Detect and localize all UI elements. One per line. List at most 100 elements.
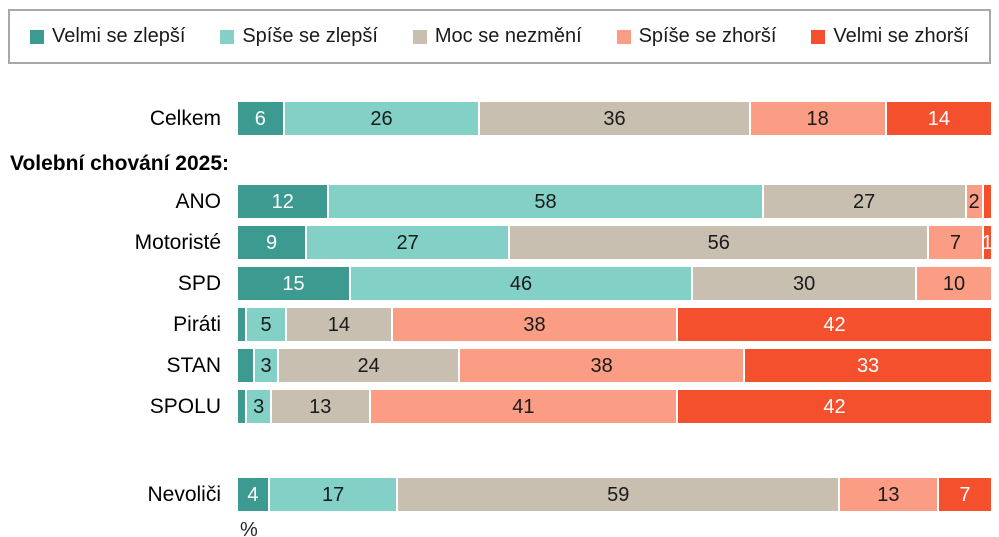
bar-segment: 2 <box>966 185 982 218</box>
segment-value-label: 46 <box>509 272 533 295</box>
legend-swatch-icon <box>220 29 235 44</box>
segment-value-label: 1 <box>983 231 992 254</box>
percent-axis-note: % <box>240 519 258 537</box>
segment-value-label: 13 <box>309 395 332 418</box>
stacked-bar: 3 13 41 42 <box>238 390 991 423</box>
segment-value-label: 6 <box>254 107 266 130</box>
stacked-bar: 3 24 38 33 <box>238 349 991 382</box>
bar-segment: 4 <box>238 478 268 511</box>
bar-segment <box>983 185 992 218</box>
bar-segment: 6 <box>238 102 283 135</box>
bar-segment: 10 <box>917 267 991 300</box>
bar-segment: 14 <box>886 102 991 135</box>
segment-value-label: 30 <box>792 272 816 295</box>
row-spacer <box>0 431 999 478</box>
bar-segment: 14 <box>286 308 391 341</box>
chart-row-spolu: SPOLU 3 13 41 42 <box>0 390 999 423</box>
bar-segment: 5 <box>247 308 285 341</box>
bar-segment: 38 <box>393 308 677 341</box>
chart-row-celkem: Celkem 6 26 36 18 14 <box>0 102 999 135</box>
bar-segment: 3 <box>247 390 270 423</box>
stacked-bar: 9 27 56 7 1 <box>238 226 992 259</box>
bar-segment: 7 <box>938 478 991 511</box>
bar-segment: 27 <box>763 185 965 218</box>
section-header: Volební chování 2025: <box>10 152 230 175</box>
row-category-label: SPOLU <box>149 394 221 418</box>
bar-segment: 30 <box>693 267 916 300</box>
segment-value-label: 4 <box>247 483 259 506</box>
bar-segment: 59 <box>398 478 838 511</box>
row-category-label: ANO <box>175 189 221 213</box>
segment-value-label: 10 <box>942 272 966 295</box>
segment-value-label: 2 <box>968 190 980 213</box>
bar-segment: 13 <box>271 390 369 423</box>
segment-value-label: 7 <box>949 231 962 254</box>
row-category-label: Celkem <box>149 106 221 130</box>
legend-label: Spíše se zlepší <box>242 25 378 47</box>
segment-value-label: 15 <box>282 272 305 295</box>
axis-note-row: % <box>0 519 999 537</box>
section-header-row: Volební chování 2025: <box>0 143 999 185</box>
row-category-label: STAN <box>166 353 221 377</box>
legend-label: Moc se nezmění <box>434 25 582 47</box>
legend-item: Velmi se zlepší <box>30 25 185 48</box>
legend-item: Spíše se zlepší <box>220 25 378 48</box>
segment-value-label: 26 <box>370 107 393 130</box>
legend-label: Velmi se zlepší <box>52 25 186 47</box>
bar-segment <box>238 349 253 382</box>
segment-value-label: 17 <box>322 483 345 506</box>
segment-value-label: 27 <box>852 190 876 213</box>
bar-segment <box>238 308 246 341</box>
stacked-bar: 6 26 36 18 14 <box>238 102 991 135</box>
bar-segment: 13 <box>840 478 937 511</box>
segment-value-label: 24 <box>357 354 380 377</box>
bar-segment: 15 <box>238 267 349 300</box>
bar-segment: 17 <box>269 478 397 511</box>
stacked-bar-chart: Celkem 6 26 36 18 14 Volební chování 2025: ANO 1… <box>0 102 999 537</box>
segment-value-label: 12 <box>271 190 294 213</box>
bar-segment: 33 <box>745 349 991 382</box>
legend-swatch-icon <box>412 29 427 44</box>
bar-segment: 7 <box>929 226 982 259</box>
legend-swatch-icon <box>30 29 44 44</box>
bar-segment: 18 <box>750 102 885 135</box>
legend-item: Spíše se zhorší <box>616 25 776 48</box>
row-category-label: SPD <box>177 271 221 295</box>
stacked-bar: 15 46 30 10 <box>238 267 991 300</box>
segment-value-label: 7 <box>959 483 971 506</box>
bar-segment: 26 <box>284 102 479 135</box>
segment-value-label: 41 <box>512 395 535 418</box>
stacked-bar: 5 14 38 42 <box>238 308 991 341</box>
row-category-label: Piráti <box>173 312 221 336</box>
bar-segment: 1 <box>983 226 992 259</box>
bar-segment: 38 <box>460 349 744 382</box>
legend-item: Velmi se zhorší <box>811 25 969 48</box>
bar-segment <box>238 390 246 423</box>
row-category-label: Motoristé <box>134 230 221 254</box>
segment-value-label: 58 <box>534 190 557 213</box>
segment-value-label: 13 <box>877 483 900 506</box>
segment-value-label: 38 <box>523 313 546 336</box>
legend-swatch-icon <box>811 29 826 44</box>
segment-value-label: 5 <box>260 313 272 336</box>
bar-segment: 42 <box>678 390 991 423</box>
segment-value-label: 33 <box>856 354 880 377</box>
segment-value-label: 42 <box>823 395 846 418</box>
segment-value-label: 56 <box>707 231 730 254</box>
segment-value-label: 14 <box>327 313 350 336</box>
segment-value-label: 14 <box>927 107 950 130</box>
bar-segment: 58 <box>329 185 762 218</box>
stacked-bar: 12 58 27 2 <box>238 185 992 218</box>
bar-segment: 36 <box>480 102 749 135</box>
segment-value-label: 38 <box>590 354 613 377</box>
chart-row-stan: STAN 3 24 38 33 <box>0 349 999 382</box>
bar-segment: 24 <box>279 349 459 382</box>
row-category-label: Nevoliči <box>147 482 221 506</box>
segment-value-label: 3 <box>260 354 272 377</box>
bar-segment: 9 <box>238 226 306 259</box>
segment-value-label: 9 <box>265 231 278 254</box>
chart-row-pir-ti: Piráti 5 14 38 42 <box>0 308 999 341</box>
segment-value-label: 18 <box>806 107 829 130</box>
bar-segment: 56 <box>510 226 928 259</box>
bar-segment: 42 <box>678 308 991 341</box>
